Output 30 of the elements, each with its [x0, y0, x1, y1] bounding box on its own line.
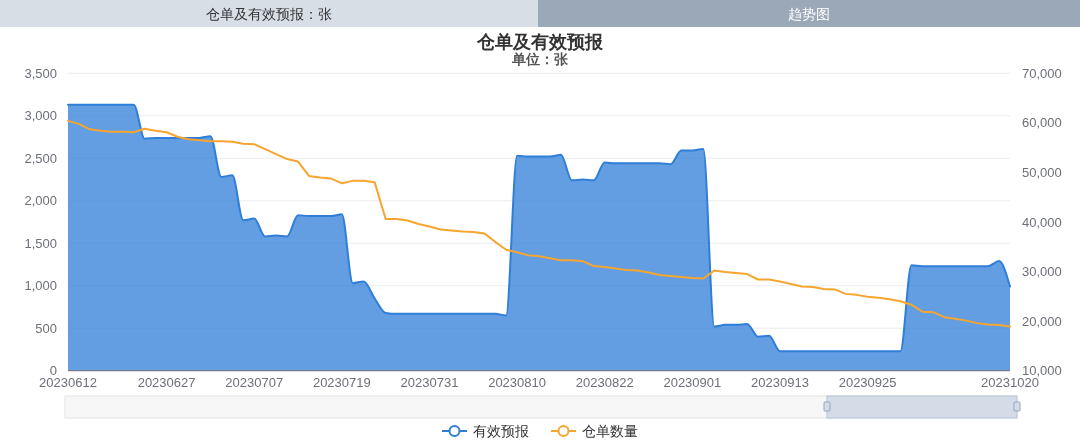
y-tick-label: 2,500	[24, 150, 57, 166]
x-tick-label: 20230707	[225, 374, 284, 390]
y-tick-label: 2,000	[24, 193, 57, 209]
x-tick-label: 20230925	[838, 374, 897, 390]
y-tick-label: 1,000	[24, 278, 57, 294]
y2-tick-label: 10,000	[1022, 363, 1062, 379]
y-tick-label: 3,500	[24, 65, 57, 81]
y2-tick-label: 40,000	[1022, 214, 1062, 230]
y-tick-label: 500	[35, 320, 57, 336]
x-tick-label: 20230810	[488, 374, 547, 390]
legend-label: 仓单数量	[582, 422, 638, 439]
y2-tick-label: 50,000	[1022, 164, 1062, 180]
x-tick-label: 20230822	[575, 374, 634, 390]
tab-button: 仓单及有效预报：张	[0, 0, 538, 27]
y-tick-label: 3,000	[24, 108, 57, 124]
y-tick-label: 1,500	[24, 235, 57, 251]
chart-title: 仓单及有效预报	[476, 32, 604, 52]
x-tick-label: 20230913	[751, 374, 809, 390]
legend-label: 有效预报	[473, 422, 529, 439]
y2-tick-label: 30,000	[1022, 264, 1062, 280]
line-series	[67, 119, 1011, 328]
x-tick-label: 20230627	[137, 374, 196, 390]
tab-button: 趋势图	[538, 0, 1080, 27]
y2-tick-label: 60,000	[1022, 115, 1062, 131]
x-tick-label: 20230719	[312, 374, 371, 390]
y2-tick-label: 70,000	[1022, 65, 1062, 81]
x-tick-label: 20230731	[400, 374, 459, 390]
chart-subtitle: 单位：张	[511, 51, 569, 67]
x-tick-label: 20230901	[663, 374, 722, 390]
y2-tick-label: 20,000	[1022, 313, 1062, 329]
